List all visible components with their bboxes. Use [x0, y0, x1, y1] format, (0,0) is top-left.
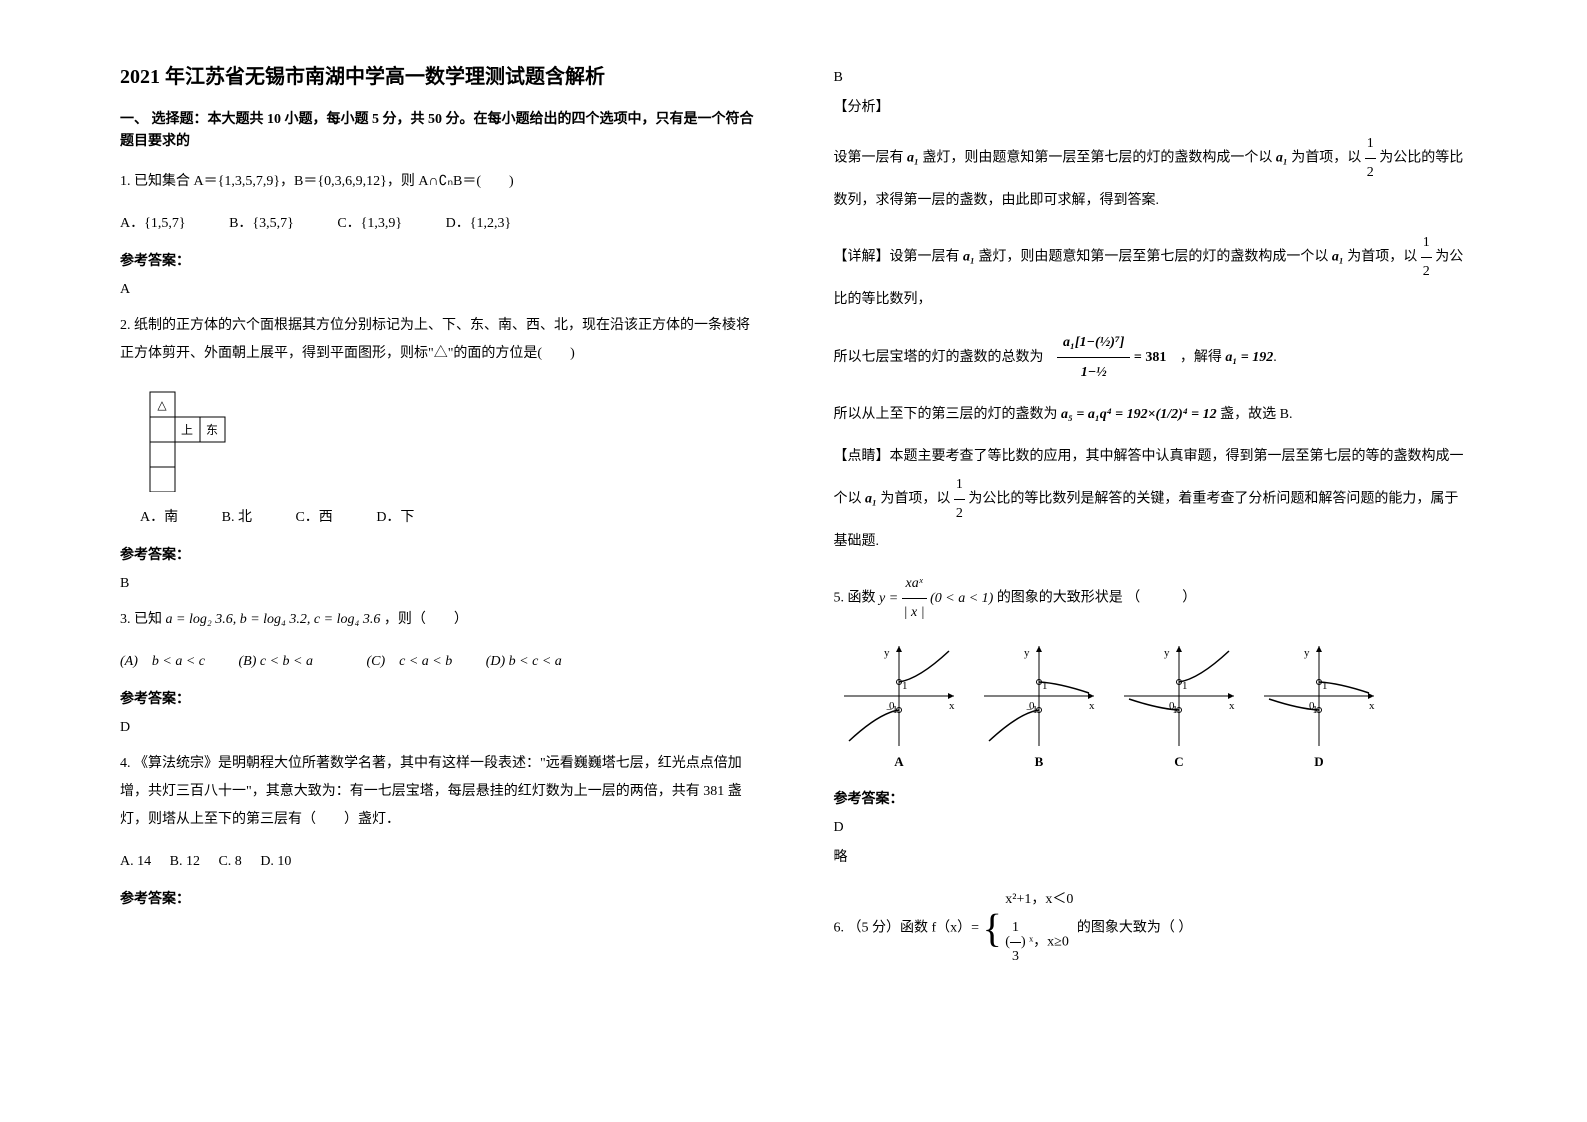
q1-opt-b: B．{3,5,7} — [229, 216, 294, 231]
svg-text:x: x — [949, 700, 955, 712]
svg-text:A: A — [894, 754, 904, 769]
q3-answer-label: 参考答案： — [120, 688, 754, 708]
q4-third-pre: 所以从上至下的第三层的灯的盏数为 — [834, 407, 1062, 422]
q4-point-label: 【点睛】 — [834, 449, 890, 464]
q1-answer: A — [120, 282, 754, 298]
q4-opt-a: A. 14 — [120, 854, 151, 869]
left-column: 2021 年江苏省无锡市南湖中学高一数学理测试题含解析 一、 选择题：本大题共 … — [100, 60, 794, 1082]
q5-pre: 5. 函数 — [834, 591, 880, 606]
q4-dp1-mid: 盏灯，则由题意知第一层至第七层的灯的盏数构成一个以 — [975, 250, 1332, 265]
q5-post: 的图象的大致形状是 （ ） — [997, 591, 1197, 606]
q3-opt-a: (A) b < a < c — [120, 654, 205, 669]
q4-a1-5: a₁ — [865, 492, 877, 507]
q4-ap1-mid2: 为首项，以 — [1288, 151, 1365, 166]
svg-text:y: y — [1024, 647, 1030, 659]
q2-cube-diagram: △ 上 东 — [140, 382, 754, 492]
q2-opt-b: B. 北 — [222, 510, 252, 525]
q6-pre: 6. （5 分）函数 f（x）= — [834, 921, 980, 936]
q5-extra: 略 — [834, 846, 1468, 866]
q4-sum-pre: 所以七层宝塔的灯的盏数的总数为 — [834, 350, 1044, 365]
q4-analysis-p1: 设第一层有 a₁ 盏灯，则由题意知第一层至第七层的灯的盏数构成一个以 a₁ 为首… — [834, 130, 1468, 215]
q4-detail: 【详解】设第一层有 a₁ 盏灯，则由题意知第一层至第七层的灯的盏数构成一个以 a… — [834, 229, 1468, 314]
q4-half-2: 12 — [1421, 229, 1432, 286]
question-5: 5. 函数 y = xaˣ| x | (0 < a < 1) 的图象的大致形状是… — [834, 570, 1468, 627]
svg-text:x: x — [1229, 700, 1235, 712]
cube-east: 东 — [206, 423, 218, 437]
q4-half-3: 12 — [954, 471, 965, 528]
q4-ap1-pre: 设第一层有 — [834, 151, 908, 166]
cube-net-svg: △ 上 东 — [140, 382, 260, 492]
q4-a1-4: a₁ — [1332, 250, 1344, 265]
q4-opt-c: C. 8 — [218, 854, 241, 869]
q5-formula: y = xaˣ| x | (0 < a < 1) — [879, 591, 997, 606]
q2-opt-d: D．下 — [376, 510, 414, 525]
svg-text:x: x — [1369, 700, 1375, 712]
cube-up: 上 — [181, 423, 193, 437]
q3-opt-b: (B) c < b < a — [238, 654, 312, 669]
q4-analysis-label: 【分析】 — [834, 96, 1468, 116]
right-column: B 【分析】 设第一层有 a₁ 盏灯，则由题意知第一层至第七层的灯的盏数构成一个… — [794, 60, 1488, 1082]
q5-graphs: y x 0 1 −1 A y x 0 1 −1 — [834, 641, 1468, 776]
q5-graph-svg: y x 0 1 −1 A y x 0 1 −1 — [834, 641, 1394, 771]
svg-text:y: y — [884, 647, 890, 659]
q4-opt-b: B. 12 — [170, 854, 200, 869]
q6-piecewise: { x²+1，x＜0 (13) ˣ，x≥0 — [983, 886, 1074, 971]
question-1: 1. 已知集合 A＝{1,3,5,7,9}，B＝{0,3,6,9,12}，则 A… — [120, 168, 754, 196]
q4-point-t2: 为首项，以 — [877, 492, 954, 507]
q1-opt-a: A．{1,5,7} — [120, 216, 186, 231]
question-4: 4. 《算法统宗》是明朝程大位所著数学名著，其中有这样一段表述："远看巍巍塔七层… — [120, 750, 754, 834]
q3-formula: a = log₂ 3.6, b = log₄ 3.2, c = log₄ 3.6 — [166, 612, 381, 627]
q4-answer-label: 参考答案： — [120, 888, 754, 908]
question-3: 3. 已知 a = log₂ 3.6, b = log₄ 3.2, c = lo… — [120, 606, 754, 634]
q4-point: 【点睛】本题主要考查了等比数的应用，其中解答中认真审题，得到第一层至第七层的等的… — [834, 443, 1468, 556]
q1-options: A．{1,5,7} B．{3,5,7} C．{1,3,9} D．{1,2,3} — [120, 210, 754, 238]
svg-text:y: y — [1304, 647, 1310, 659]
svg-text:C: C — [1174, 754, 1183, 769]
svg-text:x: x — [1089, 700, 1095, 712]
q5-answer: D — [834, 820, 1468, 836]
q3-post: ，则（ ） — [384, 612, 468, 627]
q4-dp1-mid2: 为首项，以 — [1344, 250, 1421, 265]
section-header: 一、 选择题：本大题共 10 小题，每小题 5 分，共 50 分。在每小题给出的… — [120, 109, 754, 154]
q4-answer: B — [834, 70, 1468, 86]
page-title: 2021 年江苏省无锡市南湖中学高一数学理测试题含解析 — [120, 60, 754, 89]
svg-text:D: D — [1314, 754, 1323, 769]
q2-options: A．南 B. 北 C．西 D．下 — [140, 504, 754, 532]
q4-sum-post: ，解得 — [1180, 350, 1226, 365]
q4-dp1-pre: 设第一层有 — [890, 250, 964, 265]
q2-answer-label: 参考答案： — [120, 544, 754, 564]
q4-third: 所以从上至下的第三层的灯的盏数为 a₅ = a₁q⁴ = 192×(1/2)⁴ … — [834, 401, 1468, 429]
q4-third-formula: a₅ = a₁q⁴ = 192×(1/2)⁴ = 12 — [1061, 407, 1217, 422]
q3-options: (A) b < a < c (B) c < b < a (C) c < a < … — [120, 648, 754, 676]
q1-answer-label: 参考答案： — [120, 250, 754, 270]
q4-sum-frac: a₁[1−(½)⁷] 1−½ = 381 — [1057, 328, 1166, 387]
question-6: 6. （5 分）函数 f（x）= { x²+1，x＜0 (13) ˣ，x≥0 的… — [834, 886, 1468, 971]
q2-opt-c: C．西 — [295, 510, 332, 525]
q4-a1val: a₁ = 192 — [1225, 350, 1273, 365]
svg-text:B: B — [1034, 754, 1043, 769]
q4-opt-d: D. 10 — [260, 854, 291, 869]
q4-a1-2: a₁ — [1276, 151, 1288, 166]
q4-options: A. 14 B. 12 C. 8 D. 10 — [120, 848, 754, 876]
svg-text:y: y — [1164, 647, 1170, 659]
q4-a1-1: a₁ — [907, 151, 919, 166]
q4-sum-formula: 所以七层宝塔的灯的盏数的总数为 a₁[1−(½)⁷] 1−½ = 381 ，解得… — [834, 328, 1468, 387]
q3-opt-d: (D) b < c < a — [486, 654, 562, 669]
q4-half-1: 12 — [1365, 130, 1376, 187]
question-2: 2. 纸制的正方体的六个面根据其方位分别标记为上、下、东、南、西、北，现在沿该正… — [120, 312, 754, 368]
q3-opt-c: (C) c < a < b — [366, 654, 452, 669]
q1-opt-d: D．{1,2,3} — [446, 216, 512, 231]
q1-opt-c: C．{1,3,9} — [337, 216, 402, 231]
q4-ap1-mid: 盏灯，则由题意知第一层至第七层的灯的盏数构成一个以 — [919, 151, 1276, 166]
q4-third-post: 盏，故选 B. — [1220, 407, 1292, 422]
q5-answer-label: 参考答案： — [834, 788, 1468, 808]
q4-detail-label: 【详解】 — [834, 250, 890, 265]
q6-post: 的图象大致为（ ） — [1077, 921, 1193, 936]
q2-answer: B — [120, 576, 754, 592]
q3-pre: 3. 已知 — [120, 612, 166, 627]
q3-answer: D — [120, 720, 754, 736]
q2-opt-a: A．南 — [140, 510, 178, 525]
cube-tri: △ — [157, 398, 167, 412]
q4-a1-3: a₁ — [963, 250, 975, 265]
